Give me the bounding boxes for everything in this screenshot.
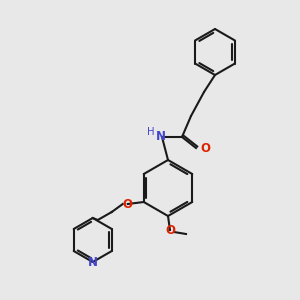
Text: N: N — [156, 130, 166, 143]
Text: O: O — [200, 142, 210, 155]
Text: N: N — [88, 256, 98, 269]
Text: O: O — [123, 197, 133, 211]
Text: H: H — [147, 127, 155, 137]
Text: O: O — [165, 224, 175, 238]
